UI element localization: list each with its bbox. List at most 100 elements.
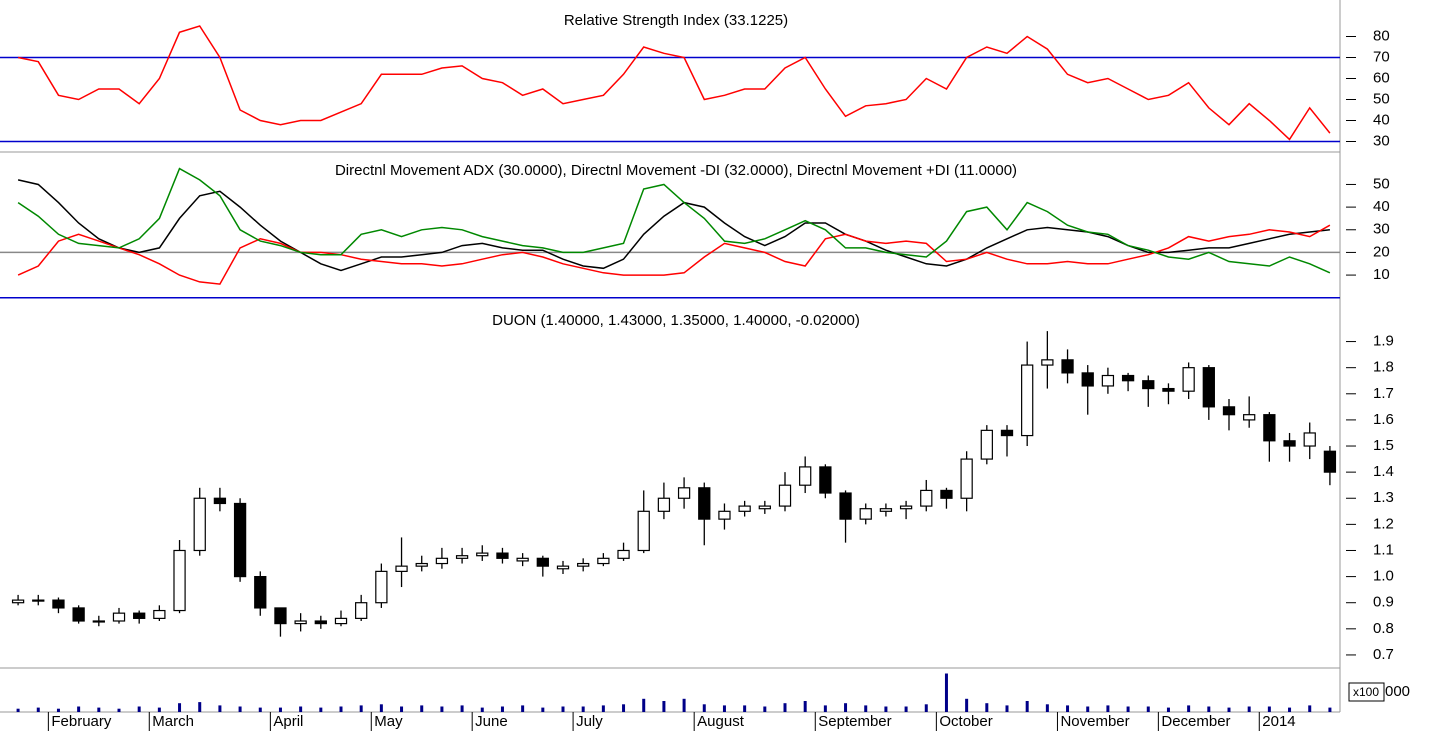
volume-bar	[1146, 706, 1150, 712]
x-tick-label: April	[273, 713, 303, 730]
y-tick-label: 1.3	[1373, 489, 1394, 506]
volume-bar	[16, 708, 20, 712]
y-tick-label: 1.9	[1373, 333, 1394, 350]
volume-bar	[359, 705, 363, 712]
candle-body	[819, 466, 832, 494]
candle-body	[698, 487, 711, 520]
candle-body	[799, 466, 812, 486]
x-tick-label: March	[152, 713, 194, 730]
candle-body	[758, 505, 771, 510]
candle-body	[455, 555, 469, 559]
candle-body	[1303, 432, 1316, 447]
candle-body	[112, 612, 126, 622]
volume-bar	[1126, 706, 1130, 712]
volume-tick-label: 000	[1385, 683, 1410, 700]
line-series	[17, 167, 1331, 274]
y-tick-label: 1.1	[1373, 541, 1394, 558]
candle-body	[1142, 380, 1155, 390]
candle-body	[980, 429, 993, 460]
volume-bar	[1267, 706, 1271, 712]
volume-bar	[541, 707, 545, 712]
volume-bar	[985, 703, 989, 712]
volume-bar	[884, 706, 888, 712]
panel-title: Relative Strength Index (33.1225)	[564, 12, 788, 29]
candle-body	[334, 617, 348, 625]
candle-body	[556, 565, 570, 570]
candle-body	[536, 557, 549, 567]
volume-bar	[965, 698, 969, 712]
candle-body	[274, 607, 287, 625]
candle-body	[213, 497, 227, 505]
candle-body	[1121, 374, 1135, 382]
candle-body	[435, 557, 449, 565]
candle-body	[738, 505, 751, 512]
y-tick-label: 40	[1373, 111, 1390, 128]
line-series	[17, 25, 1331, 141]
candle-body	[1283, 440, 1296, 447]
volume-bar	[400, 706, 404, 712]
candle-body	[879, 508, 893, 512]
y-tick-label: 0.7	[1373, 646, 1394, 663]
volume-bar	[1166, 707, 1170, 712]
volume-bar	[1005, 705, 1009, 712]
candle-body	[617, 549, 630, 559]
candle-body	[960, 458, 973, 499]
panel-title: DUON (1.40000, 1.43000, 1.35000, 1.40000…	[492, 312, 860, 329]
candle-body	[476, 552, 489, 557]
candle-body	[1000, 429, 1014, 437]
volume-bar	[581, 706, 585, 712]
candle-body	[940, 489, 953, 499]
y-tick-label: 50	[1373, 175, 1390, 192]
candle-body	[839, 492, 852, 520]
y-tick-label: 0.9	[1373, 594, 1394, 611]
panel-title: Directnl Movement ADX (30.0000), Directn…	[335, 162, 1017, 179]
candle-body	[375, 570, 388, 604]
y-tick-label: 1.6	[1373, 411, 1394, 428]
line-series	[17, 224, 1331, 285]
volume-bar	[319, 707, 323, 712]
volume-bar	[218, 705, 222, 712]
candle-body	[1021, 364, 1034, 437]
candle-body	[1081, 372, 1094, 387]
candle-body	[233, 502, 247, 578]
unit-box	[1348, 682, 1385, 702]
candle-body	[193, 497, 206, 552]
candle-body	[1222, 406, 1236, 416]
volume-bar	[56, 708, 60, 712]
x-tick-label: July	[576, 713, 603, 730]
volume-bar	[258, 707, 262, 712]
volume-bar	[622, 704, 626, 712]
volume-bar	[1247, 706, 1251, 712]
volume-bar	[157, 707, 161, 712]
candle-body	[1061, 359, 1074, 374]
x-tick-label: May	[374, 713, 403, 730]
candle-body	[1041, 359, 1054, 366]
y-tick-label: 1.4	[1373, 463, 1394, 480]
candle-body	[597, 557, 610, 565]
x-tick-label: November	[1060, 713, 1129, 730]
volume-bar	[420, 705, 424, 712]
y-tick-label: 1.8	[1373, 359, 1394, 376]
y-tick-label: 0.8	[1373, 620, 1394, 637]
volume-bar	[1106, 705, 1110, 712]
x-tick-label: September	[818, 713, 891, 730]
volume-bar	[379, 704, 383, 712]
candle-body	[657, 497, 671, 512]
candle-body	[11, 599, 25, 604]
y-tick-label: 60	[1373, 69, 1390, 86]
volume-bar	[440, 706, 444, 712]
volume-bar	[178, 703, 182, 712]
volume-bar	[1066, 705, 1070, 712]
candle-body	[254, 575, 267, 609]
volume-bar	[1187, 705, 1191, 712]
unit-label: x100	[1353, 685, 1379, 699]
volume-bar	[823, 705, 827, 712]
volume-bar	[1227, 707, 1231, 712]
volume-bar	[864, 705, 868, 712]
volume-bar	[1025, 701, 1029, 712]
candle-body	[415, 562, 428, 567]
volume-bar	[521, 705, 525, 712]
x-tick-label: 2014	[1262, 713, 1295, 730]
